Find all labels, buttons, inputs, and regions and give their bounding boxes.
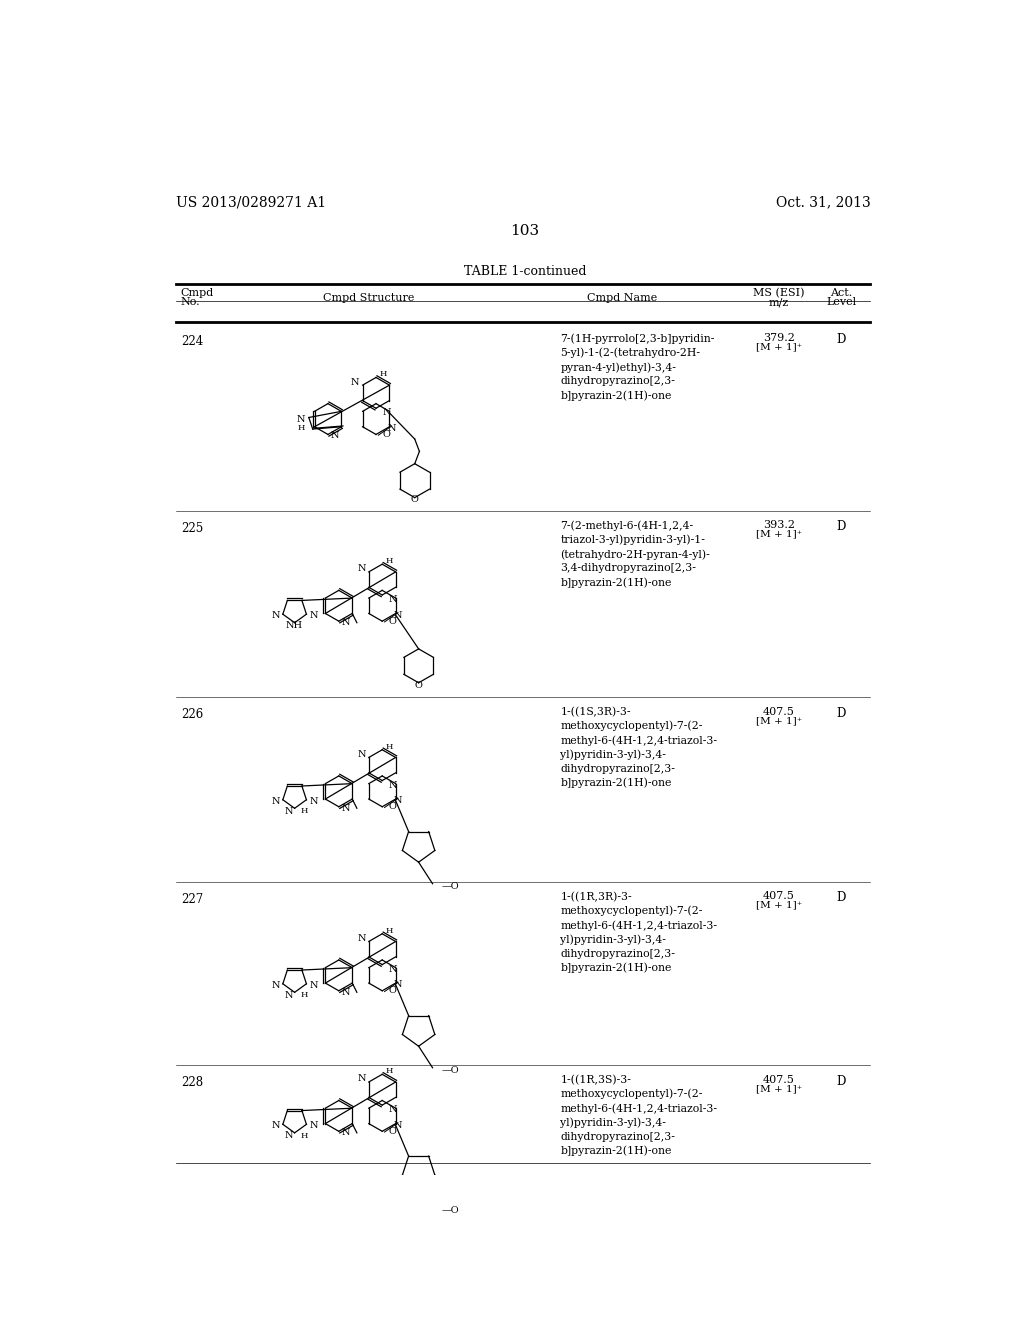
Text: [M + 1]⁺: [M + 1]⁺ (756, 715, 802, 725)
Text: N: N (271, 611, 280, 620)
Text: N: N (357, 565, 366, 573)
Text: 407.5: 407.5 (763, 891, 795, 902)
Text: Cmpd Name: Cmpd Name (588, 293, 657, 304)
Text: NH: NH (286, 622, 303, 630)
Text: O: O (388, 986, 396, 995)
Text: [M + 1]⁺: [M + 1]⁺ (756, 1084, 802, 1093)
Text: 393.2: 393.2 (763, 520, 795, 531)
Text: Oct. 31, 2013: Oct. 31, 2013 (776, 195, 870, 210)
Text: N: N (383, 408, 391, 417)
Text: Cmpd Structure: Cmpd Structure (323, 293, 414, 304)
Text: [M + 1]⁺: [M + 1]⁺ (756, 529, 802, 539)
Text: MS (ESI): MS (ESI) (754, 288, 805, 298)
Text: H: H (301, 1133, 308, 1140)
Text: 228: 228 (180, 1076, 203, 1089)
Text: D: D (837, 1074, 846, 1088)
Text: N: N (271, 1122, 280, 1130)
Text: H: H (385, 927, 392, 935)
Text: D: D (837, 706, 846, 719)
Text: 7-(2-methyl-6-(4H-1,2,4-
triazol-3-yl)pyridin-3-yl)-1-
(tetrahydro-2H-pyran-4-yl: 7-(2-methyl-6-(4H-1,2,4- triazol-3-yl)py… (560, 520, 711, 587)
Text: O: O (388, 1127, 396, 1135)
Text: No.: No. (180, 297, 201, 308)
Text: H: H (385, 557, 392, 565)
Text: —O: —O (442, 882, 460, 891)
Text: N: N (297, 416, 305, 424)
Text: N: N (309, 797, 318, 805)
Text: N: N (309, 611, 318, 620)
Text: 407.5: 407.5 (763, 706, 795, 717)
Text: N: N (351, 378, 359, 387)
Text: Act.: Act. (829, 288, 852, 298)
Text: O: O (388, 803, 396, 812)
Text: N: N (393, 611, 402, 619)
Text: N: N (331, 432, 340, 441)
Text: N: N (393, 981, 402, 989)
Text: N: N (309, 981, 318, 990)
Text: N: N (342, 618, 350, 627)
Text: 224: 224 (180, 335, 203, 347)
Text: 227: 227 (180, 892, 203, 906)
Text: N: N (393, 796, 402, 805)
Text: N: N (271, 981, 280, 990)
Text: D: D (837, 333, 846, 346)
Text: N: N (285, 1131, 293, 1140)
Text: N: N (309, 1122, 318, 1130)
Text: O: O (415, 681, 423, 689)
Text: O: O (382, 430, 390, 440)
Text: N: N (357, 750, 366, 759)
Text: [M + 1]⁺: [M + 1]⁺ (756, 900, 802, 909)
Text: N: N (357, 935, 366, 942)
Text: N: N (357, 1074, 366, 1084)
Text: N: N (342, 804, 350, 813)
Text: O: O (411, 495, 419, 504)
Text: 379.2: 379.2 (763, 333, 795, 343)
Text: N: N (389, 595, 397, 605)
Text: TABLE 1-continued: TABLE 1-continued (464, 264, 586, 277)
Text: N: N (387, 424, 396, 433)
Text: US 2013/0289271 A1: US 2013/0289271 A1 (176, 195, 327, 210)
Text: H: H (301, 991, 308, 999)
Text: D: D (837, 520, 846, 533)
Text: 226: 226 (180, 708, 203, 721)
Text: 407.5: 407.5 (763, 1074, 795, 1085)
Text: 225: 225 (180, 521, 203, 535)
Text: [M + 1]⁺: [M + 1]⁺ (756, 342, 802, 351)
Text: 1-((1S,3R)-3-
methoxycyclopentyl)-7-(2-
methyl-6-(4H-1,2,4-triazol-3-
yl)pyridin: 1-((1S,3R)-3- methoxycyclopentyl)-7-(2- … (560, 706, 718, 788)
Text: N: N (285, 807, 293, 816)
Text: N: N (271, 797, 280, 805)
Text: 7-(1H-pyrrolo[2,3-b]pyridin-
5-yl)-1-(2-(tetrahydro-2H-
pyran-4-yl)ethyl)-3,4-
d: 7-(1H-pyrrolo[2,3-b]pyridin- 5-yl)-1-(2-… (560, 333, 715, 400)
Text: 1-((1R,3S)-3-
methoxycyclopentyl)-7-(2-
methyl-6-(4H-1,2,4-triazol-3-
yl)pyridin: 1-((1R,3S)-3- methoxycyclopentyl)-7-(2- … (560, 1074, 718, 1156)
Text: —O: —O (442, 1206, 460, 1216)
Text: —O: —O (442, 1065, 460, 1074)
Text: H: H (385, 743, 392, 751)
Text: N: N (389, 965, 397, 974)
Text: 1-((1R,3R)-3-
methoxycyclopentyl)-7-(2-
methyl-6-(4H-1,2,4-triazol-3-
yl)pyridin: 1-((1R,3R)-3- methoxycyclopentyl)-7-(2- … (560, 891, 718, 973)
Text: D: D (837, 891, 846, 904)
Text: N: N (393, 1121, 402, 1130)
Text: N: N (342, 987, 350, 997)
Text: O: O (388, 616, 396, 626)
Text: N: N (389, 1105, 397, 1114)
Text: H: H (385, 1068, 392, 1076)
Text: H: H (298, 424, 305, 432)
Text: H: H (301, 808, 308, 816)
Text: Level: Level (826, 297, 856, 308)
Text: Cmpd: Cmpd (180, 288, 214, 298)
Text: m/z: m/z (769, 297, 790, 308)
Text: H: H (379, 371, 386, 379)
Text: 103: 103 (510, 224, 540, 238)
Text: N: N (389, 780, 397, 789)
Text: N: N (342, 1129, 350, 1138)
Text: N: N (285, 991, 293, 999)
